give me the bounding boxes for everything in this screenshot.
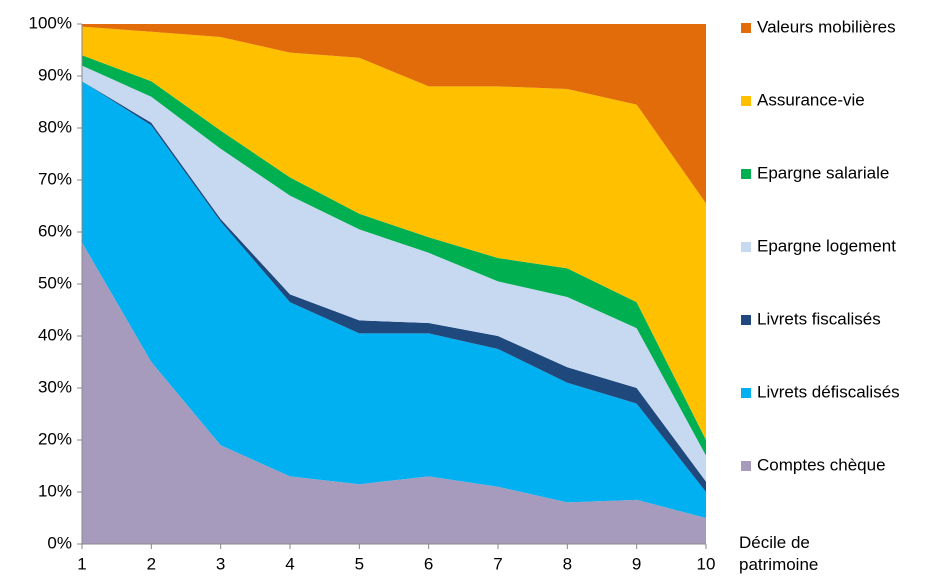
y-tick-label: 80%: [38, 117, 72, 136]
y-tick-label: 10%: [38, 481, 72, 500]
x-tick-label: 10: [697, 554, 716, 573]
x-tick-label: 6: [424, 554, 433, 573]
x-tick-label: 2: [147, 554, 156, 573]
legend-label: Epargne logement: [757, 236, 896, 255]
y-tick-label: 20%: [38, 429, 72, 448]
legend-label: Epargne salariale: [757, 163, 889, 182]
legend-swatch: [741, 169, 751, 179]
y-tick-label: 0%: [47, 533, 72, 552]
y-tick-label: 50%: [38, 273, 72, 292]
legend-swatch: [741, 461, 751, 471]
legend-label: Livrets fiscalisés: [757, 309, 881, 328]
legend-swatch: [741, 23, 751, 33]
area: [82, 65, 706, 482]
legend-swatch: [741, 96, 751, 106]
legend-label: Valeurs mobilières: [757, 17, 896, 36]
y-tick-label: 30%: [38, 377, 72, 396]
y-tick-label: 40%: [38, 325, 72, 344]
area: [82, 242, 706, 544]
x-tick-label: 1: [77, 554, 86, 573]
area: [82, 81, 706, 518]
y-tick-label: 60%: [38, 221, 72, 240]
area: [82, 26, 706, 440]
legend-label: Comptes chèque: [757, 455, 886, 474]
legend-swatch: [741, 315, 751, 325]
x-axis-label: Décile de patrimoine: [739, 533, 819, 574]
area: [82, 55, 706, 456]
y-tick-label: 70%: [38, 169, 72, 188]
x-tick-label: 7: [493, 554, 502, 573]
legend-swatch: [741, 242, 751, 252]
x-tick-label: 3: [216, 554, 225, 573]
legend-swatch: [741, 388, 751, 398]
x-tick-label: 9: [632, 554, 641, 573]
x-tick-label: 4: [285, 554, 294, 573]
legend-label: Livrets défiscalisés: [757, 382, 900, 401]
y-tick-label: 100%: [29, 13, 72, 32]
legend-label: Assurance-vie: [757, 90, 865, 109]
area: [82, 24, 706, 204]
x-tick-label: 8: [563, 554, 572, 573]
x-tick-label: 5: [355, 554, 364, 573]
y-tick-label: 90%: [38, 65, 72, 84]
